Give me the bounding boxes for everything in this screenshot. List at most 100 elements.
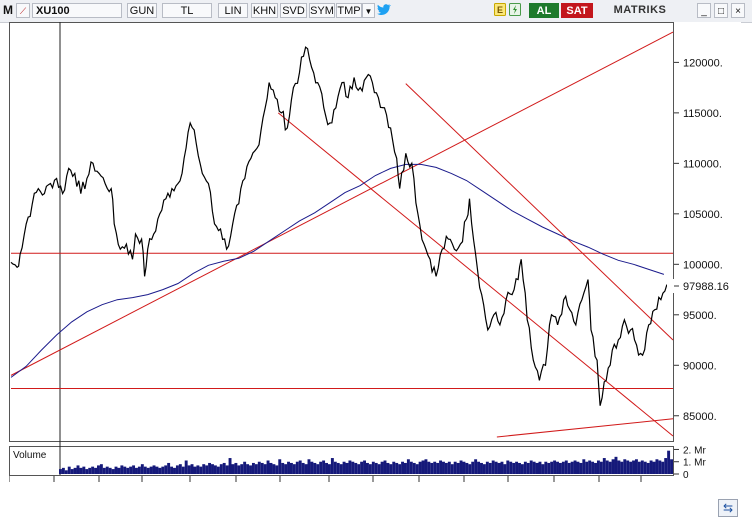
volume-bar (515, 461, 519, 474)
volume-title: Volume (13, 450, 47, 461)
volume-bar (646, 462, 650, 474)
sym-button[interactable]: SYM (309, 3, 335, 18)
volume-bar (164, 465, 168, 474)
volume-panel-frame (9, 446, 674, 476)
volume-bar (497, 462, 501, 474)
price-line (10, 46, 668, 406)
volume-bar (354, 462, 358, 474)
volume-bar (146, 467, 150, 474)
volume-bar (275, 465, 279, 474)
volume-bar (225, 465, 229, 474)
volume-tick-label: 2. Mr (683, 445, 706, 456)
volume-bar (313, 462, 317, 474)
volume-bar (433, 461, 437, 474)
brand-label: MATRIKS (613, 4, 667, 16)
volume-bar (330, 458, 334, 474)
volume-bar (526, 462, 530, 474)
chart-type-icon[interactable]: ⟋ (16, 3, 30, 18)
volume-bar (187, 465, 191, 474)
volume-bar (76, 465, 80, 474)
volume-bar (389, 464, 393, 474)
chart-area[interactable]: 120000. 115000. 110000. 105000. 100000. 95000… (8, 22, 741, 503)
volume-bar (436, 462, 440, 474)
close-button[interactable]: × (731, 3, 745, 18)
volume-bar (474, 459, 478, 474)
volume-bar (298, 460, 302, 474)
volume-bar (637, 461, 641, 474)
volume-bar (336, 462, 340, 474)
volume-bar (345, 462, 349, 474)
volume-bar (348, 460, 352, 474)
volume-bar (64, 470, 68, 474)
volume-bar (605, 460, 609, 474)
volume-bar (430, 462, 434, 474)
volume-bar (415, 464, 419, 474)
volume-bar (658, 460, 662, 474)
volume-bar (564, 460, 568, 474)
volume-bar (608, 461, 612, 474)
volume-bar (67, 466, 71, 474)
moving-average (10, 163, 665, 378)
volume-bar (333, 461, 337, 474)
volume-bar (462, 461, 466, 474)
sell-button[interactable]: SAT (561, 3, 593, 18)
volume-bar (643, 461, 647, 474)
volume-bar (322, 460, 326, 474)
volume-bar (503, 464, 507, 474)
svd-button[interactable]: SVD (280, 3, 307, 18)
volume-bar (216, 466, 220, 474)
volume-bar (152, 465, 156, 474)
auto-scroll-button[interactable]: ⇆ (718, 499, 738, 517)
volume-bar (292, 464, 296, 474)
twitter-icon[interactable] (377, 3, 391, 18)
volume-bar (602, 458, 606, 474)
svg-text:E: E (497, 5, 503, 15)
volume-bar (632, 460, 635, 474)
volume-bar (529, 460, 533, 474)
volume-bar (532, 461, 536, 474)
volume-bar (155, 466, 159, 474)
volume-bar (404, 462, 407, 474)
price-series (10, 46, 668, 406)
symbol-input[interactable]: XU100 (32, 3, 122, 18)
price-chart[interactable]: 120000. 115000. 110000. 105000. 100000. 95000… (8, 22, 741, 503)
volume-bar (523, 461, 527, 474)
volume-bar (509, 461, 513, 474)
volume-bar (547, 462, 551, 474)
buy-button[interactable]: AL (529, 3, 559, 18)
refresh-icon[interactable] (509, 3, 521, 18)
volume-bar (260, 462, 264, 474)
maximize-button[interactable]: □ (714, 3, 728, 18)
chart-background (9, 22, 741, 490)
volume-bar (295, 461, 299, 474)
volume-bar (617, 460, 621, 474)
volume-bar (97, 465, 100, 474)
volume-bar (465, 462, 469, 474)
volume-bar (567, 462, 571, 474)
volume-bar (307, 459, 311, 474)
volume-bar (249, 465, 252, 474)
volume-bar (585, 461, 589, 474)
volume-bar (246, 464, 250, 474)
volume-bar (59, 469, 62, 474)
volume-bar (538, 461, 542, 474)
khn-button[interactable]: KHN (251, 3, 278, 18)
minimize-button[interactable]: _ (697, 3, 711, 18)
info-icon[interactable]: E (494, 3, 506, 18)
volume-bar (91, 466, 95, 474)
trend-line-3 (496, 418, 674, 438)
volume-bar (199, 466, 203, 474)
volume-bar (108, 467, 112, 474)
volume-bar (202, 464, 206, 474)
template-button[interactable]: TMP (336, 3, 362, 18)
scale-button[interactable]: LIN (218, 3, 248, 18)
volume-bar (450, 464, 454, 474)
template-dropdown-icon[interactable]: ▼ (362, 3, 375, 18)
volume-bar (512, 462, 516, 474)
volume-bar (132, 465, 136, 474)
volume-bar (205, 465, 209, 474)
volume-bar (251, 462, 255, 474)
currency-button[interactable]: TL (162, 3, 212, 18)
period-button[interactable]: GUN (127, 3, 157, 18)
volume-bar (573, 460, 577, 474)
